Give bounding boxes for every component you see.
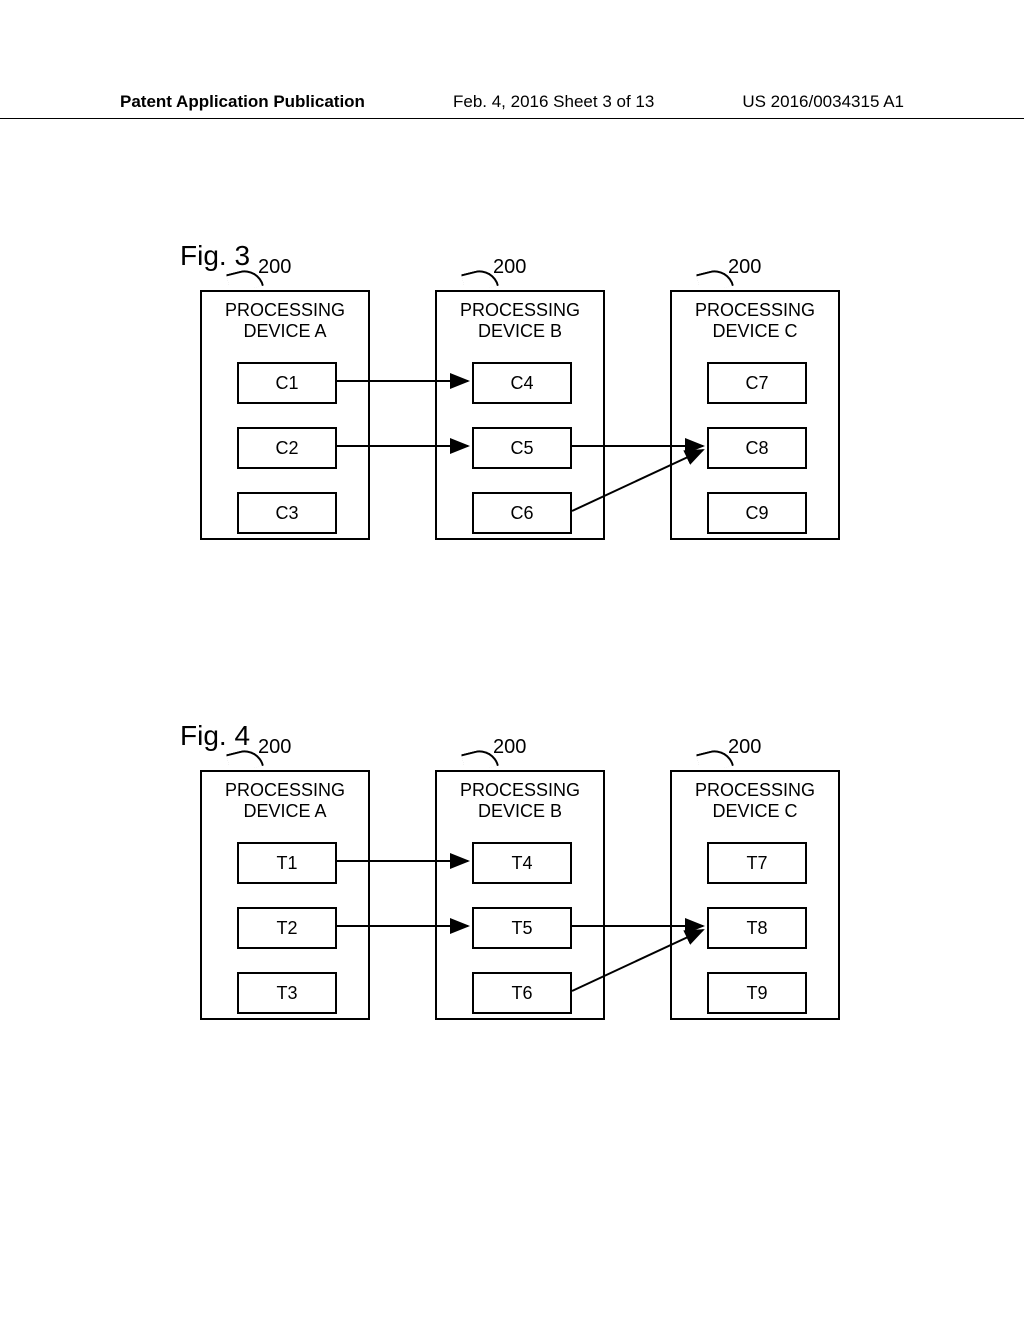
device-a: PROCESSINGDEVICE A T1 T2 T3 — [200, 770, 370, 1020]
device-title: PROCESSINGDEVICE B — [437, 300, 603, 341]
device-b: PROCESSINGDEVICE B T4 T5 T6 — [435, 770, 605, 1020]
header-right: US 2016/0034315 A1 — [742, 92, 904, 112]
cell-t1: T1 — [237, 842, 337, 884]
ref-label-200: 200 — [258, 256, 291, 279]
figure-label-4: Fig. 4 — [180, 720, 250, 752]
header-center: Feb. 4, 2016 Sheet 3 of 13 — [453, 92, 654, 112]
ref-label-200: 200 — [728, 736, 761, 759]
device-title: PROCESSINGDEVICE B — [437, 780, 603, 821]
cell-c7: C7 — [707, 362, 807, 404]
ref-label-200: 200 — [728, 256, 761, 279]
cell-t8: T8 — [707, 907, 807, 949]
cell-t5: T5 — [472, 907, 572, 949]
cell-t7: T7 — [707, 842, 807, 884]
ref-label-200: 200 — [493, 736, 526, 759]
cell-t6: T6 — [472, 972, 572, 1014]
cell-t4: T4 — [472, 842, 572, 884]
page-header: Patent Application Publication Feb. 4, 2… — [0, 92, 1024, 119]
cell-c5: C5 — [472, 427, 572, 469]
ref-label-200: 200 — [493, 256, 526, 279]
device-b: PROCESSINGDEVICE B C4 C5 C6 — [435, 290, 605, 540]
cell-c3: C3 — [237, 492, 337, 534]
cell-t2: T2 — [237, 907, 337, 949]
figure-label-3: Fig. 3 — [180, 240, 250, 272]
device-title: PROCESSINGDEVICE A — [202, 300, 368, 341]
header-left: Patent Application Publication — [120, 92, 365, 112]
device-c: PROCESSINGDEVICE C C7 C8 C9 — [670, 290, 840, 540]
cell-c9: C9 — [707, 492, 807, 534]
ref-label-200: 200 — [258, 736, 291, 759]
diagram-fig4: 200 200 200 PROCESSINGDEVICE A T1 T2 T3 … — [200, 770, 840, 1070]
device-a: PROCESSINGDEVICE A C1 C2 C3 — [200, 290, 370, 540]
cell-c1: C1 — [237, 362, 337, 404]
device-c: PROCESSINGDEVICE C T7 T8 T9 — [670, 770, 840, 1020]
device-title: PROCESSINGDEVICE C — [672, 300, 838, 341]
cell-t9: T9 — [707, 972, 807, 1014]
cell-c6: C6 — [472, 492, 572, 534]
cell-c2: C2 — [237, 427, 337, 469]
device-title: PROCESSINGDEVICE A — [202, 780, 368, 821]
diagram-fig3: 200 200 200 PROCESSINGDEVICE A C1 C2 C3 … — [200, 290, 840, 590]
cell-c8: C8 — [707, 427, 807, 469]
device-title: PROCESSINGDEVICE C — [672, 780, 838, 821]
cell-t3: T3 — [237, 972, 337, 1014]
cell-c4: C4 — [472, 362, 572, 404]
